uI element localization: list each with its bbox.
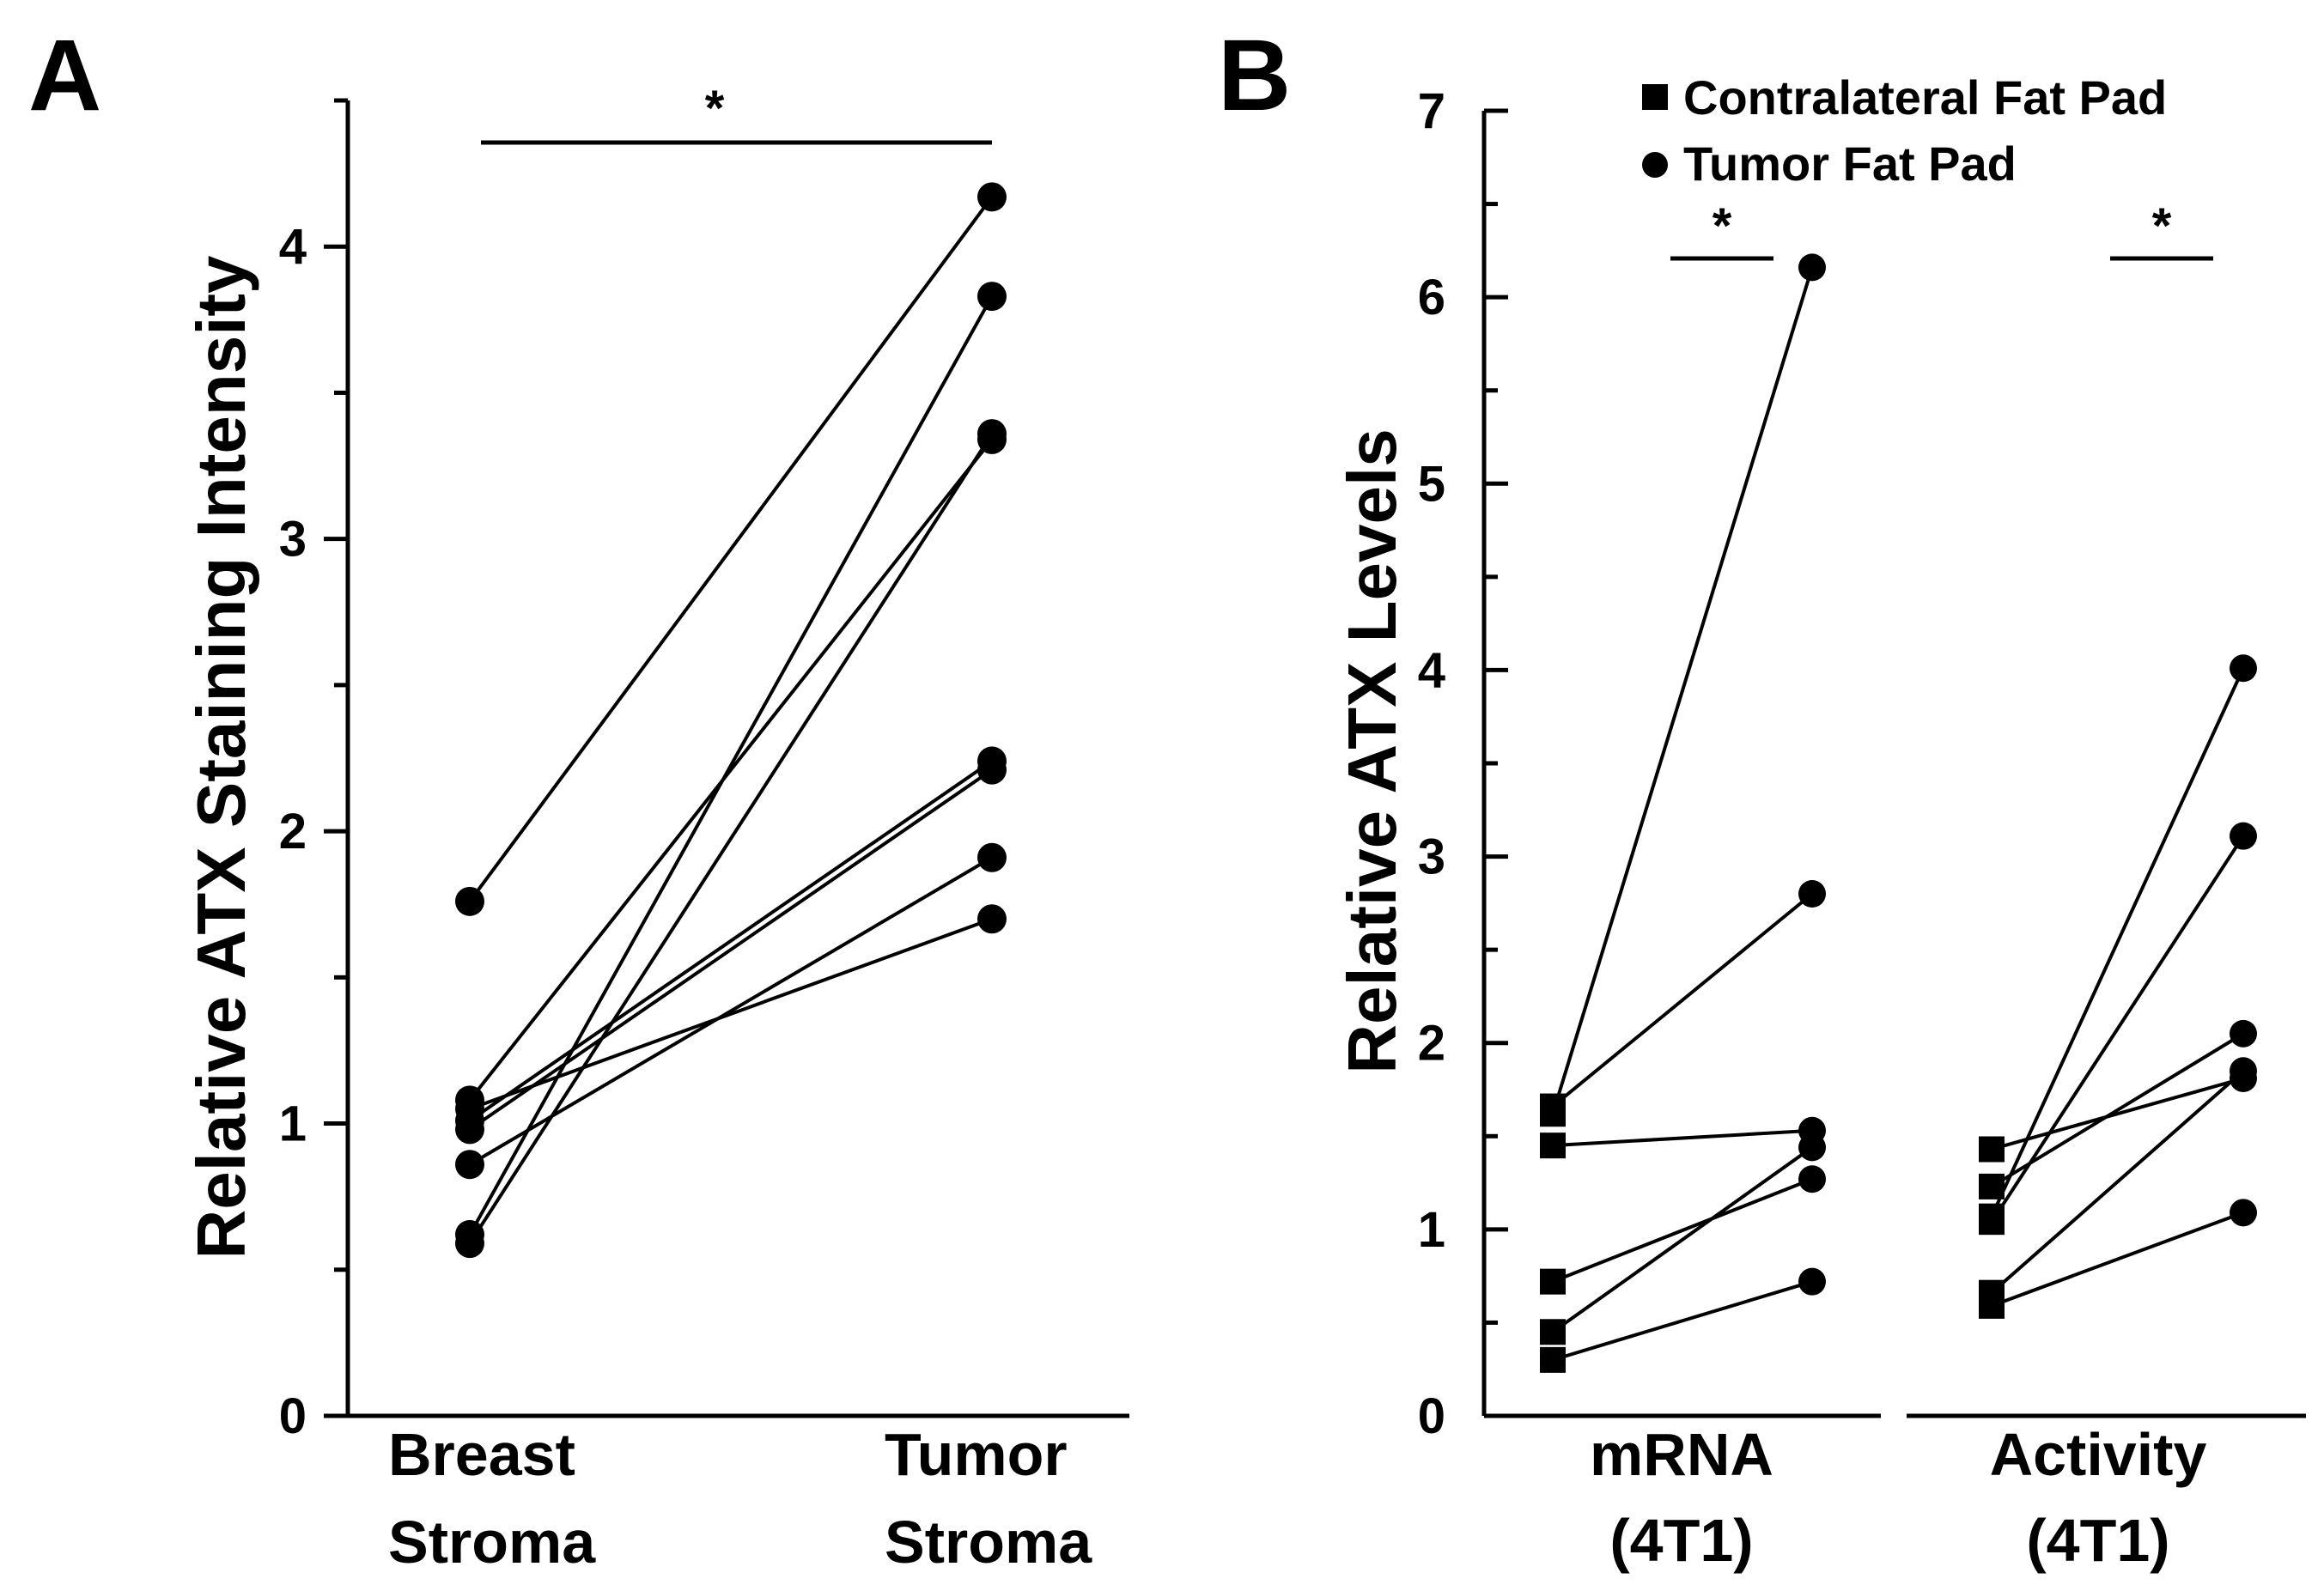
panel-b-group-0-pair-line-1 — [1551, 266, 1814, 1114]
panel-a-y-tick-label: 2 — [279, 804, 307, 859]
panel-b-group-1-pair-line-2 — [1990, 835, 2245, 1224]
panel-a-pair-line-4 — [468, 759, 994, 1122]
panel-b-activity-significance-star: * — [2152, 198, 2172, 254]
panel-b-y-tick-label: 4 — [1418, 642, 1445, 698]
panel-b-group-0-tumor-point-1 — [1798, 253, 1826, 282]
panel-b-group-0-pair-line-4 — [1551, 1145, 1814, 1333]
panel-b-category-labels: mRNA (4T1) Activity (4T1) — [1590, 1421, 2206, 1574]
panel-a-pair-line-0 — [468, 196, 994, 903]
panel-a-y-axis-title: Relative ATX Staining Intensity — [183, 255, 259, 1260]
panel-b-pair-lines — [1551, 266, 2245, 1362]
panel-a-breast-stroma-point-7 — [455, 1094, 484, 1124]
panel-a-breast-stroma-point-5 — [455, 1114, 484, 1145]
legend-square-marker — [1642, 84, 1668, 110]
panel-a-pair-lines — [468, 196, 994, 1245]
panel-b-mrna-significance-star: * — [1713, 198, 1732, 254]
panel-a-pair-line-2 — [468, 433, 994, 1245]
panel-b-group-1-contralateral-point-1 — [1979, 1173, 2005, 1199]
panel-b-group-0-pair-line-3 — [1552, 1177, 1813, 1284]
panel-b-y-axis-title: Relative ATX Levels — [1334, 428, 1410, 1073]
panel-a-pair-line-5 — [468, 768, 994, 1132]
panel-a-pair-line-7 — [469, 917, 993, 1111]
panel-b-group-1-line-2: (4T1) — [2026, 1507, 2169, 1574]
panel-a-breast-stroma-point-6 — [455, 1150, 484, 1180]
panel-b-group-0-tumor-point-5 — [1798, 1267, 1826, 1296]
panel-a-breast-stroma-point-2 — [455, 1229, 484, 1259]
legend-label-tumor: Tumor Fat Pad — [1683, 137, 2017, 191]
panel-b-group-0-contralateral-point-3 — [1540, 1268, 1566, 1295]
panel-b-group-0-pair-line-0 — [1551, 892, 1814, 1108]
panel-b-y-tick-label: 6 — [1418, 270, 1445, 325]
panel-a-ticks: 0 1 2 3 4 — [279, 98, 348, 1444]
panel-b-group-0-contralateral-point-5 — [1540, 1346, 1566, 1373]
panel-a-significance-star: * — [705, 81, 725, 137]
panel-a-pair-line-1 — [468, 295, 994, 1236]
panel-b-group-0-contralateral-point-4 — [1540, 1319, 1566, 1345]
panel-b-y-tick-label: 5 — [1418, 456, 1445, 512]
panel-a-tumor-stroma-point-7 — [977, 904, 1007, 934]
panel-a-pair-line-6 — [468, 856, 994, 1166]
panel-b-y-tick-label: 0 — [1418, 1388, 1445, 1444]
panel-b-group-0-pair-line-5 — [1552, 1279, 1813, 1362]
panel-a-letter: A — [28, 19, 101, 132]
panel-b-group-0-contralateral-point-2 — [1540, 1133, 1566, 1159]
panel-b-group-0-tumor-point-3 — [1798, 1165, 1826, 1193]
panel-a-category-0-line-1: Breast — [388, 1421, 575, 1488]
panel-a-category-0-line-2: Stroma — [388, 1509, 596, 1576]
panel-b-group-1-pair-line-5 — [1991, 1211, 2244, 1308]
panel-a-y-tick-label: 3 — [279, 512, 307, 568]
panel-b-group-0-tumor-point-4 — [1798, 1133, 1826, 1162]
panel-b-y-tick-label: 3 — [1418, 829, 1445, 885]
panel-a-category-labels: Breast Stroma Tumor Stroma — [388, 1421, 1092, 1576]
panel-a-tumor-stroma-point-0 — [977, 182, 1007, 212]
panel-a-tumor-stroma-point-6 — [977, 842, 1007, 872]
panel-b-group-1-line-1: Activity — [1990, 1421, 2207, 1488]
panel-b-significance: * * — [1670, 198, 2213, 261]
panel-a-y-tick-label: 0 — [279, 1388, 307, 1444]
panel-b-chart: Relative ATX Levels 0 1 2 3 4 5 6 7 * * Contral… — [1334, 70, 2306, 1574]
panel-b-group-1-contralateral-point-3 — [1979, 1203, 2005, 1230]
panel-b-group-1-tumor-point-2 — [2230, 822, 2257, 850]
panel-a-breast-stroma-point-0 — [455, 886, 484, 916]
panel-b-group-0-contralateral-point-1 — [1540, 1101, 1566, 1127]
panel-b-group-1-tumor-point-1 — [2230, 1019, 2257, 1048]
panel-b-group-0-pair-line-2 — [1552, 1128, 1813, 1148]
panel-b-group-1-pair-line-3 — [1990, 667, 2245, 1218]
panel-b-group-1-tumor-point-4 — [2230, 1057, 2257, 1085]
panel-a-points — [455, 182, 1007, 1259]
panel-b-group-1-pair-line-0 — [1991, 1077, 2244, 1151]
panel-a-category-1-line-1: Tumor — [885, 1421, 1068, 1488]
panel-b-y-tick-label: 7 — [1418, 83, 1445, 139]
panel-b-group-0-tumor-point-0 — [1798, 880, 1826, 908]
panel-a-tumor-stroma-point-1 — [977, 282, 1007, 312]
panel-b-group-1-tumor-point-5 — [2230, 1199, 2257, 1227]
panel-a-y-tick-label: 4 — [279, 219, 307, 275]
legend-label-contralateral: Contralateral Fat Pad — [1683, 70, 2167, 124]
panel-b-legend: Contralateral Fat Pad Tumor Fat Pad — [1642, 70, 2167, 191]
panel-b-group-0-line-1: mRNA — [1590, 1421, 1773, 1488]
panel-a-pair-line-3 — [468, 438, 994, 1102]
panel-a-tumor-stroma-point-3 — [977, 424, 1007, 454]
panel-b-group-0-line-2: (4T1) — [1609, 1507, 1753, 1574]
panel-b-ticks: 0 1 2 3 4 5 6 7 — [1418, 83, 1508, 1444]
panel-a-category-1-line-2: Stroma — [885, 1509, 1092, 1576]
panel-a-y-tick-label: 1 — [279, 1096, 307, 1152]
panel-b-y-tick-label: 1 — [1418, 1202, 1445, 1258]
panel-b-points — [1540, 253, 2257, 1373]
panel-b-group-1-pair-line-1 — [1990, 1032, 2245, 1188]
panel-a-significance: * — [481, 81, 992, 145]
panel-b-group-1-tumor-point-3 — [2230, 654, 2257, 683]
panel-a-tumor-stroma-point-5 — [977, 755, 1007, 785]
panel-b-group-1-contralateral-point-0 — [1979, 1136, 2005, 1163]
legend-circle-marker — [1642, 152, 1668, 178]
panel-b-y-tick-label: 2 — [1418, 1016, 1445, 1072]
panel-b-group-1-contralateral-point-5 — [1979, 1292, 2005, 1319]
panel-b-letter: B — [1218, 19, 1291, 132]
panel-b-group-1-pair-line-4 — [1990, 1069, 2245, 1295]
